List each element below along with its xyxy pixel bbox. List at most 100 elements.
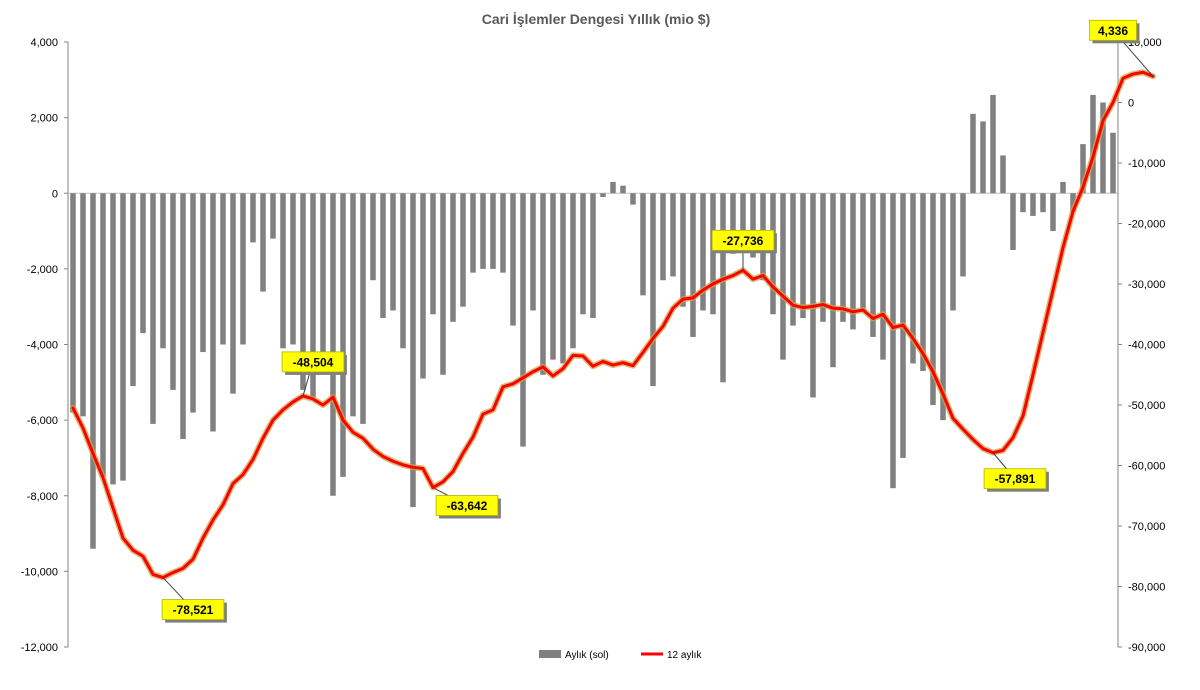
bar: [660, 193, 666, 281]
bar: [520, 193, 526, 447]
bar: [430, 193, 436, 315]
right-tick-label: -90,000: [1128, 642, 1165, 654]
right-tick-label: -70,000: [1128, 521, 1165, 533]
bar: [110, 193, 116, 485]
bar: [980, 121, 986, 194]
bar: [840, 193, 846, 322]
bar: [730, 193, 736, 254]
bar: [950, 193, 956, 311]
legend-item: Aylık (sol): [539, 650, 609, 661]
bar: [240, 193, 246, 345]
bar: [490, 193, 496, 269]
left-tick-label: -12,000: [21, 642, 58, 654]
right-tick-label: -60,000: [1128, 461, 1165, 473]
bar: [560, 193, 566, 364]
bar: [1090, 94, 1096, 194]
bar: [1080, 144, 1086, 194]
left-tick-label: 2,000: [30, 113, 58, 125]
bar: [710, 193, 716, 315]
bar: [830, 193, 836, 368]
bar: [940, 193, 946, 421]
bar: [720, 193, 726, 383]
bar: [1070, 193, 1076, 213]
left-tick-label: -2,000: [27, 264, 58, 276]
bar: [460, 193, 466, 307]
callout-label: 4,336: [1098, 24, 1128, 38]
callout-box: [1089, 19, 1137, 41]
bar: [360, 193, 366, 424]
bar: [970, 113, 976, 194]
callout-box: [711, 229, 775, 251]
bar: [1000, 155, 1006, 194]
callout-box: [435, 495, 499, 516]
bar: [780, 193, 786, 360]
bar: [850, 193, 856, 330]
bar: [450, 193, 456, 322]
bar: [810, 193, 816, 398]
bar: [610, 181, 616, 194]
callout-label: -27,736: [723, 234, 764, 248]
bar: [920, 193, 926, 371]
line-series: [70, 69, 1156, 581]
bar: [200, 193, 206, 353]
bar: [690, 193, 696, 337]
bar: [570, 193, 576, 349]
bar-series: [70, 94, 1116, 549]
callout-label: -48,504: [293, 355, 334, 369]
bar: [1020, 193, 1026, 213]
callout: -57,891: [983, 452, 1049, 492]
bar: [1050, 193, 1056, 232]
bar: [600, 193, 606, 198]
bar: [260, 193, 266, 292]
bar: [230, 193, 236, 394]
bar: [880, 193, 886, 360]
bar: [1040, 193, 1046, 213]
bar: [370, 193, 376, 281]
right-tick-label: -80,000: [1128, 582, 1165, 594]
bar: [510, 193, 516, 326]
bar: [170, 193, 176, 390]
left-tick-label: 0: [52, 188, 58, 200]
bar: [330, 193, 336, 496]
bar: [290, 193, 296, 345]
bar: [930, 193, 936, 405]
callout: 4,336: [1089, 19, 1154, 77]
bar: [870, 193, 876, 337]
bar: [790, 193, 796, 326]
bar: [310, 193, 316, 398]
callout-box: [281, 351, 345, 373]
bar: [140, 193, 146, 334]
bar: [670, 193, 676, 277]
bar: [390, 193, 396, 311]
bar: [590, 193, 596, 319]
bar: [160, 193, 166, 349]
bar: [130, 193, 136, 387]
bar: [150, 193, 156, 424]
bar: [440, 193, 446, 375]
bar: [280, 193, 286, 349]
bar: [210, 193, 216, 432]
legend-item: 12 aylık: [641, 650, 702, 661]
right-axis: -90,000 -80,000 -70,000 -60,000 -50,000 -40,0…: [1117, 37, 1165, 654]
bar: [1100, 102, 1106, 194]
callout: -63,642: [432, 487, 501, 519]
bar: [740, 193, 746, 250]
bar: [420, 193, 426, 379]
bar: [270, 193, 276, 239]
bar: [250, 193, 256, 243]
bar: [90, 193, 96, 549]
line-12-aylik: [71, 70, 1155, 580]
left-tick-label: -4,000: [27, 340, 58, 352]
bar: [180, 193, 186, 440]
bar: [480, 193, 486, 269]
bar: [350, 193, 356, 417]
bar: [540, 193, 546, 375]
bar: [1030, 193, 1036, 216]
bar: [860, 193, 866, 311]
right-tick-label: 0: [1128, 98, 1134, 110]
bar: [380, 193, 386, 319]
left-tick-label: -6,000: [27, 415, 58, 427]
bar: [1110, 132, 1116, 194]
